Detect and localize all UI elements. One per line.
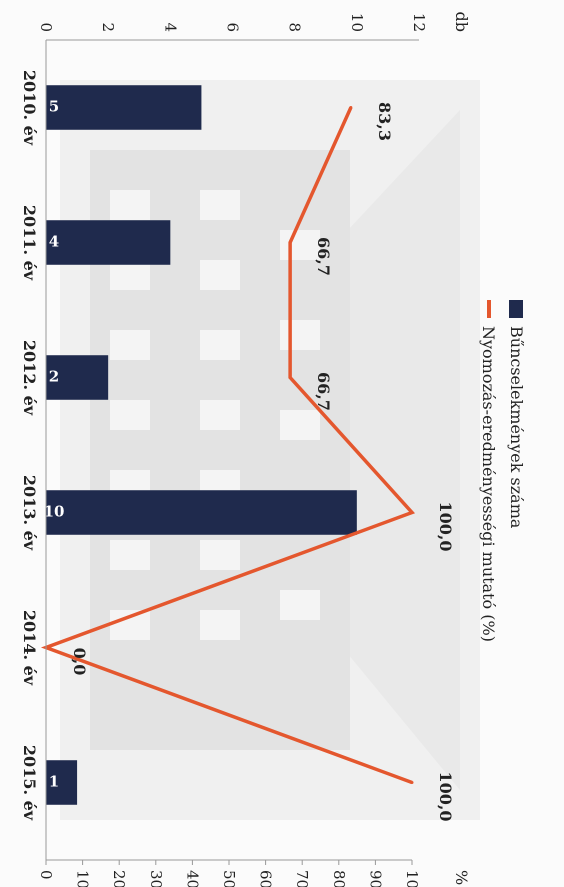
line-data-label: 100,0 xyxy=(436,771,455,821)
right-tick-label: 70 xyxy=(293,870,311,887)
bar-series: 5 4 2 10 1 xyxy=(44,85,357,805)
line-point xyxy=(410,781,414,784)
bar-data-label: 2 xyxy=(49,368,59,386)
left-tick-label: 10 xyxy=(348,13,366,32)
left-tick-label: 8 xyxy=(286,22,304,32)
right-tick-label: 100 xyxy=(403,870,421,887)
background-photo xyxy=(60,80,480,820)
bar xyxy=(46,220,171,265)
legend-line-label: Nyomozás-eredményességi mutató (%) xyxy=(479,326,498,642)
line-data-label: 100,0 xyxy=(436,501,455,551)
bar xyxy=(46,760,78,805)
category-label: 2013. év xyxy=(20,475,39,551)
bar-data-label: 10 xyxy=(44,503,65,521)
bar-data-label: 1 xyxy=(49,773,59,791)
category-label: 2012. év xyxy=(20,340,39,416)
bar xyxy=(45,355,109,400)
left-tick-label: 4 xyxy=(161,22,179,32)
bar xyxy=(45,85,202,130)
left-tick-label: 6 xyxy=(224,22,242,32)
line-data-label: 66,7 xyxy=(314,237,333,276)
right-tick-label: 20 xyxy=(110,870,128,887)
legend: Bűncselekmények száma Nyomozás-eredményes… xyxy=(479,300,526,642)
bar-data-label: 4 xyxy=(49,233,59,251)
category-label: 2010. év xyxy=(20,70,39,146)
category-label: 2011. év xyxy=(20,205,39,281)
line-point xyxy=(410,511,414,514)
bar xyxy=(45,490,357,535)
right-tick-label: 90 xyxy=(366,870,384,887)
x-axis-labels: 2010. év 2011. év 2012. év 2013. év 2014. év… xyxy=(20,40,47,860)
left-axis: 0 2 4 6 8 10 12 db xyxy=(37,12,471,41)
right-axis: 0 10 20 30 40 50 60 70 80 90 100% xyxy=(37,859,471,887)
line-series: 83,3 66,7 66,7 100,0 0,0 100,0 xyxy=(40,102,455,822)
line-point xyxy=(288,241,292,244)
line-point xyxy=(349,106,353,109)
legend-bar-label: Bűncselekmények száma xyxy=(507,326,526,529)
category-label: 2014. év xyxy=(20,610,39,686)
right-tick-label: 10 xyxy=(74,870,92,887)
left-tick-label: 0 xyxy=(37,22,55,32)
right-tick-label: 0 xyxy=(37,870,55,880)
right-tick-label: 60 xyxy=(257,870,275,887)
bar-data-label: 5 xyxy=(49,98,59,116)
left-tick-label: 12 xyxy=(410,13,428,32)
line-point xyxy=(288,376,292,379)
right-tick-label: 40 xyxy=(183,870,201,887)
right-tick-label: 30 xyxy=(147,870,165,887)
line-data-label: 83,3 xyxy=(375,102,394,141)
line-data-label: 66,7 xyxy=(314,372,333,411)
left-axis-label: db xyxy=(452,12,471,32)
right-axis-label: % xyxy=(452,870,471,885)
left-tick-label: 2 xyxy=(99,22,117,32)
category-label: 2015. év xyxy=(20,745,39,821)
legend-bar-swatch xyxy=(509,300,523,318)
right-tick-label: 80 xyxy=(330,870,348,887)
line-data-label: 0,0 xyxy=(70,648,89,676)
right-tick-label: 50 xyxy=(220,870,238,887)
series-line xyxy=(40,106,416,785)
